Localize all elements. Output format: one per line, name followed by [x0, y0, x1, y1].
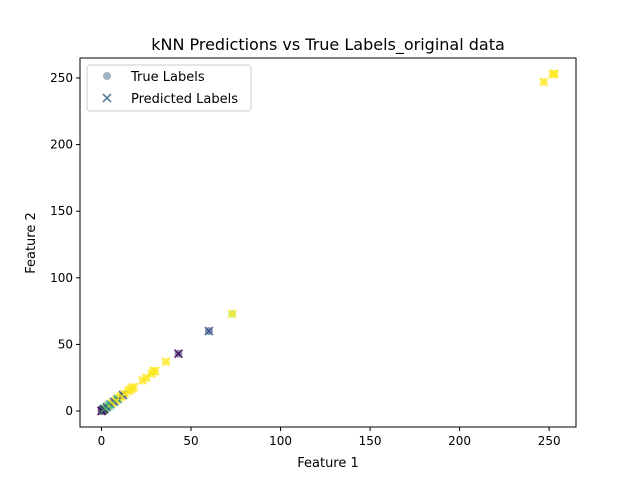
predicted-label-point [161, 357, 171, 367]
legend-predicted-labels-marker [102, 93, 112, 103]
y-tick-label: 200 [50, 138, 73, 152]
x-tick-label: 200 [448, 434, 471, 448]
predicted-label-point [129, 382, 139, 392]
legend-true-labels-text: True Labels [130, 70, 205, 85]
predicted-label-point [548, 69, 558, 79]
x-axis-label: Feature 1 [297, 456, 359, 471]
y-tick-label: 50 [58, 337, 73, 351]
y-tick-label: 100 [50, 271, 73, 285]
x-tick-label: 100 [269, 434, 292, 448]
predicted-label-point [204, 326, 214, 336]
predicted-label-point [539, 77, 549, 87]
x-tick-label: 250 [538, 434, 561, 448]
predicted-label-point [227, 309, 237, 319]
y-axis-label: Feature 2 [24, 212, 39, 274]
y-tick-label: 250 [50, 71, 73, 85]
predicted-label-point [173, 349, 184, 359]
predicted-label-point [150, 366, 160, 376]
predicted-label-point [148, 366, 158, 376]
data-points [96, 69, 560, 416]
y-tick-label: 0 [65, 404, 73, 418]
x-tick-label: 150 [359, 434, 382, 448]
plot-frame [79, 57, 577, 428]
y-axis-ticks: 0 50 100 150 200 250 [50, 71, 80, 418]
legend-predicted-labels-text: Predicted Labels [131, 92, 238, 107]
predicted-label-point [141, 373, 151, 383]
chart-title: kNN Predictions vs True Labels_original … [151, 35, 505, 55]
legend: True Labels Predicted Labels [86, 64, 252, 112]
x-tick-label: 0 [98, 434, 106, 448]
legend-true-labels-marker [103, 72, 111, 80]
x-axis-ticks: 0 50 100 150 200 250 [98, 427, 561, 448]
predicted-label-point [549, 69, 560, 79]
x-tick-label: 50 [183, 434, 198, 448]
legend-box [86, 64, 252, 112]
y-tick-label: 150 [50, 204, 73, 218]
